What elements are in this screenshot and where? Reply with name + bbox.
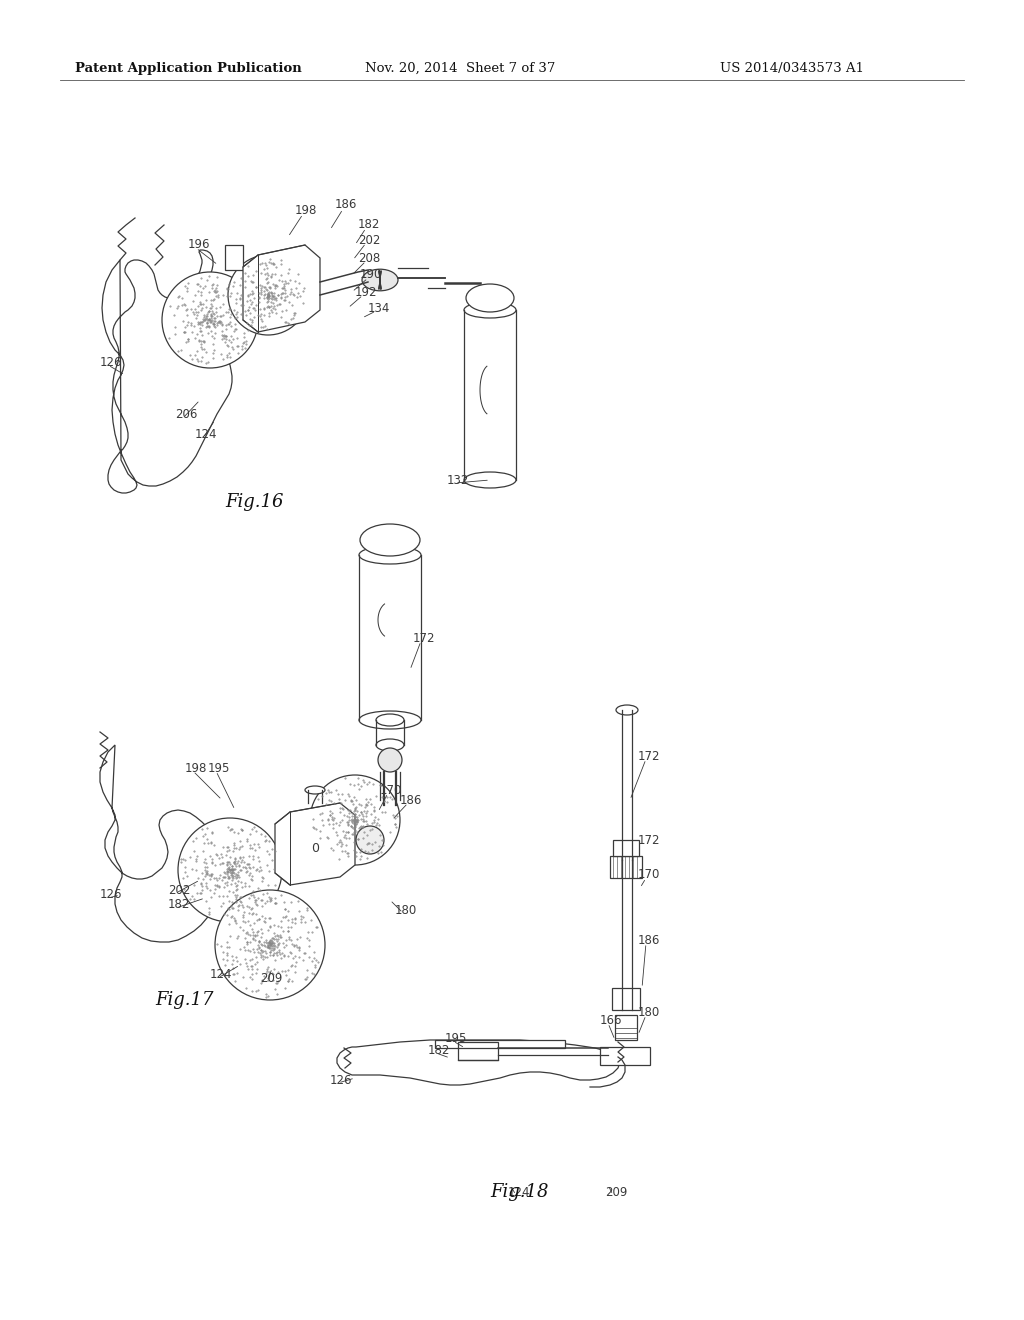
Polygon shape [275, 803, 355, 884]
Ellipse shape [616, 705, 638, 715]
Text: 172: 172 [638, 833, 660, 846]
Bar [600, 1047, 650, 1065]
Ellipse shape [376, 714, 404, 726]
Bar [612, 987, 640, 1010]
Text: 126: 126 [330, 1073, 352, 1086]
Text: 195: 195 [208, 762, 230, 775]
Text: 126: 126 [100, 355, 123, 368]
Text: 182: 182 [168, 899, 190, 912]
Text: 208: 208 [358, 252, 380, 264]
Ellipse shape [360, 524, 420, 556]
Circle shape [378, 748, 402, 772]
Bar [435, 1040, 565, 1048]
Ellipse shape [464, 473, 516, 488]
Circle shape [228, 255, 308, 335]
Text: 172: 172 [413, 631, 435, 644]
Ellipse shape [362, 269, 398, 290]
Text: Fig.16: Fig.16 [225, 492, 285, 511]
Text: 198: 198 [295, 203, 317, 216]
Text: 170: 170 [638, 869, 660, 882]
Ellipse shape [359, 546, 421, 564]
Text: 0: 0 [311, 842, 319, 854]
Bar [610, 855, 642, 878]
Text: 186: 186 [638, 933, 660, 946]
Circle shape [215, 890, 325, 1001]
Polygon shape [243, 246, 319, 333]
Text: 190: 190 [360, 268, 382, 281]
Text: 202: 202 [358, 234, 380, 247]
Text: 124: 124 [195, 429, 217, 441]
Bar [613, 840, 639, 855]
Text: 192: 192 [355, 285, 378, 298]
Bar [225, 246, 243, 271]
Text: 170: 170 [380, 784, 402, 796]
Text: 124: 124 [508, 1185, 530, 1199]
Text: 186: 186 [335, 198, 357, 211]
Bar [458, 1041, 498, 1060]
Text: 180: 180 [638, 1006, 660, 1019]
Text: Nov. 20, 2014  Sheet 7 of 37: Nov. 20, 2014 Sheet 7 of 37 [365, 62, 555, 75]
Text: 209: 209 [605, 1185, 628, 1199]
Text: 182: 182 [428, 1044, 451, 1056]
Ellipse shape [305, 785, 325, 795]
Text: 166: 166 [600, 1014, 623, 1027]
Text: US 2014/0343573 A1: US 2014/0343573 A1 [720, 62, 864, 75]
Text: Fig.17: Fig.17 [156, 991, 214, 1008]
Text: 202: 202 [168, 883, 190, 896]
Text: 198: 198 [185, 762, 208, 775]
Text: 172: 172 [638, 750, 660, 763]
Ellipse shape [376, 739, 404, 751]
Text: 182: 182 [358, 219, 380, 231]
Circle shape [356, 826, 384, 854]
Ellipse shape [466, 284, 514, 312]
Text: 134: 134 [368, 301, 390, 314]
Ellipse shape [464, 302, 516, 318]
Circle shape [178, 818, 282, 921]
Text: Fig.18: Fig.18 [490, 1183, 549, 1201]
Text: 124: 124 [210, 969, 232, 982]
Text: 126: 126 [100, 888, 123, 902]
Text: 186: 186 [400, 793, 422, 807]
Text: 195: 195 [445, 1031, 467, 1044]
Bar [615, 1015, 637, 1040]
Text: Patent Application Publication: Patent Application Publication [75, 62, 302, 75]
Text: 180: 180 [395, 903, 417, 916]
Circle shape [310, 775, 400, 865]
Circle shape [162, 272, 258, 368]
Text: 132: 132 [447, 474, 469, 487]
Text: 209: 209 [260, 972, 283, 985]
Text: 196: 196 [188, 239, 211, 252]
Ellipse shape [359, 711, 421, 729]
Text: 206: 206 [175, 408, 198, 421]
